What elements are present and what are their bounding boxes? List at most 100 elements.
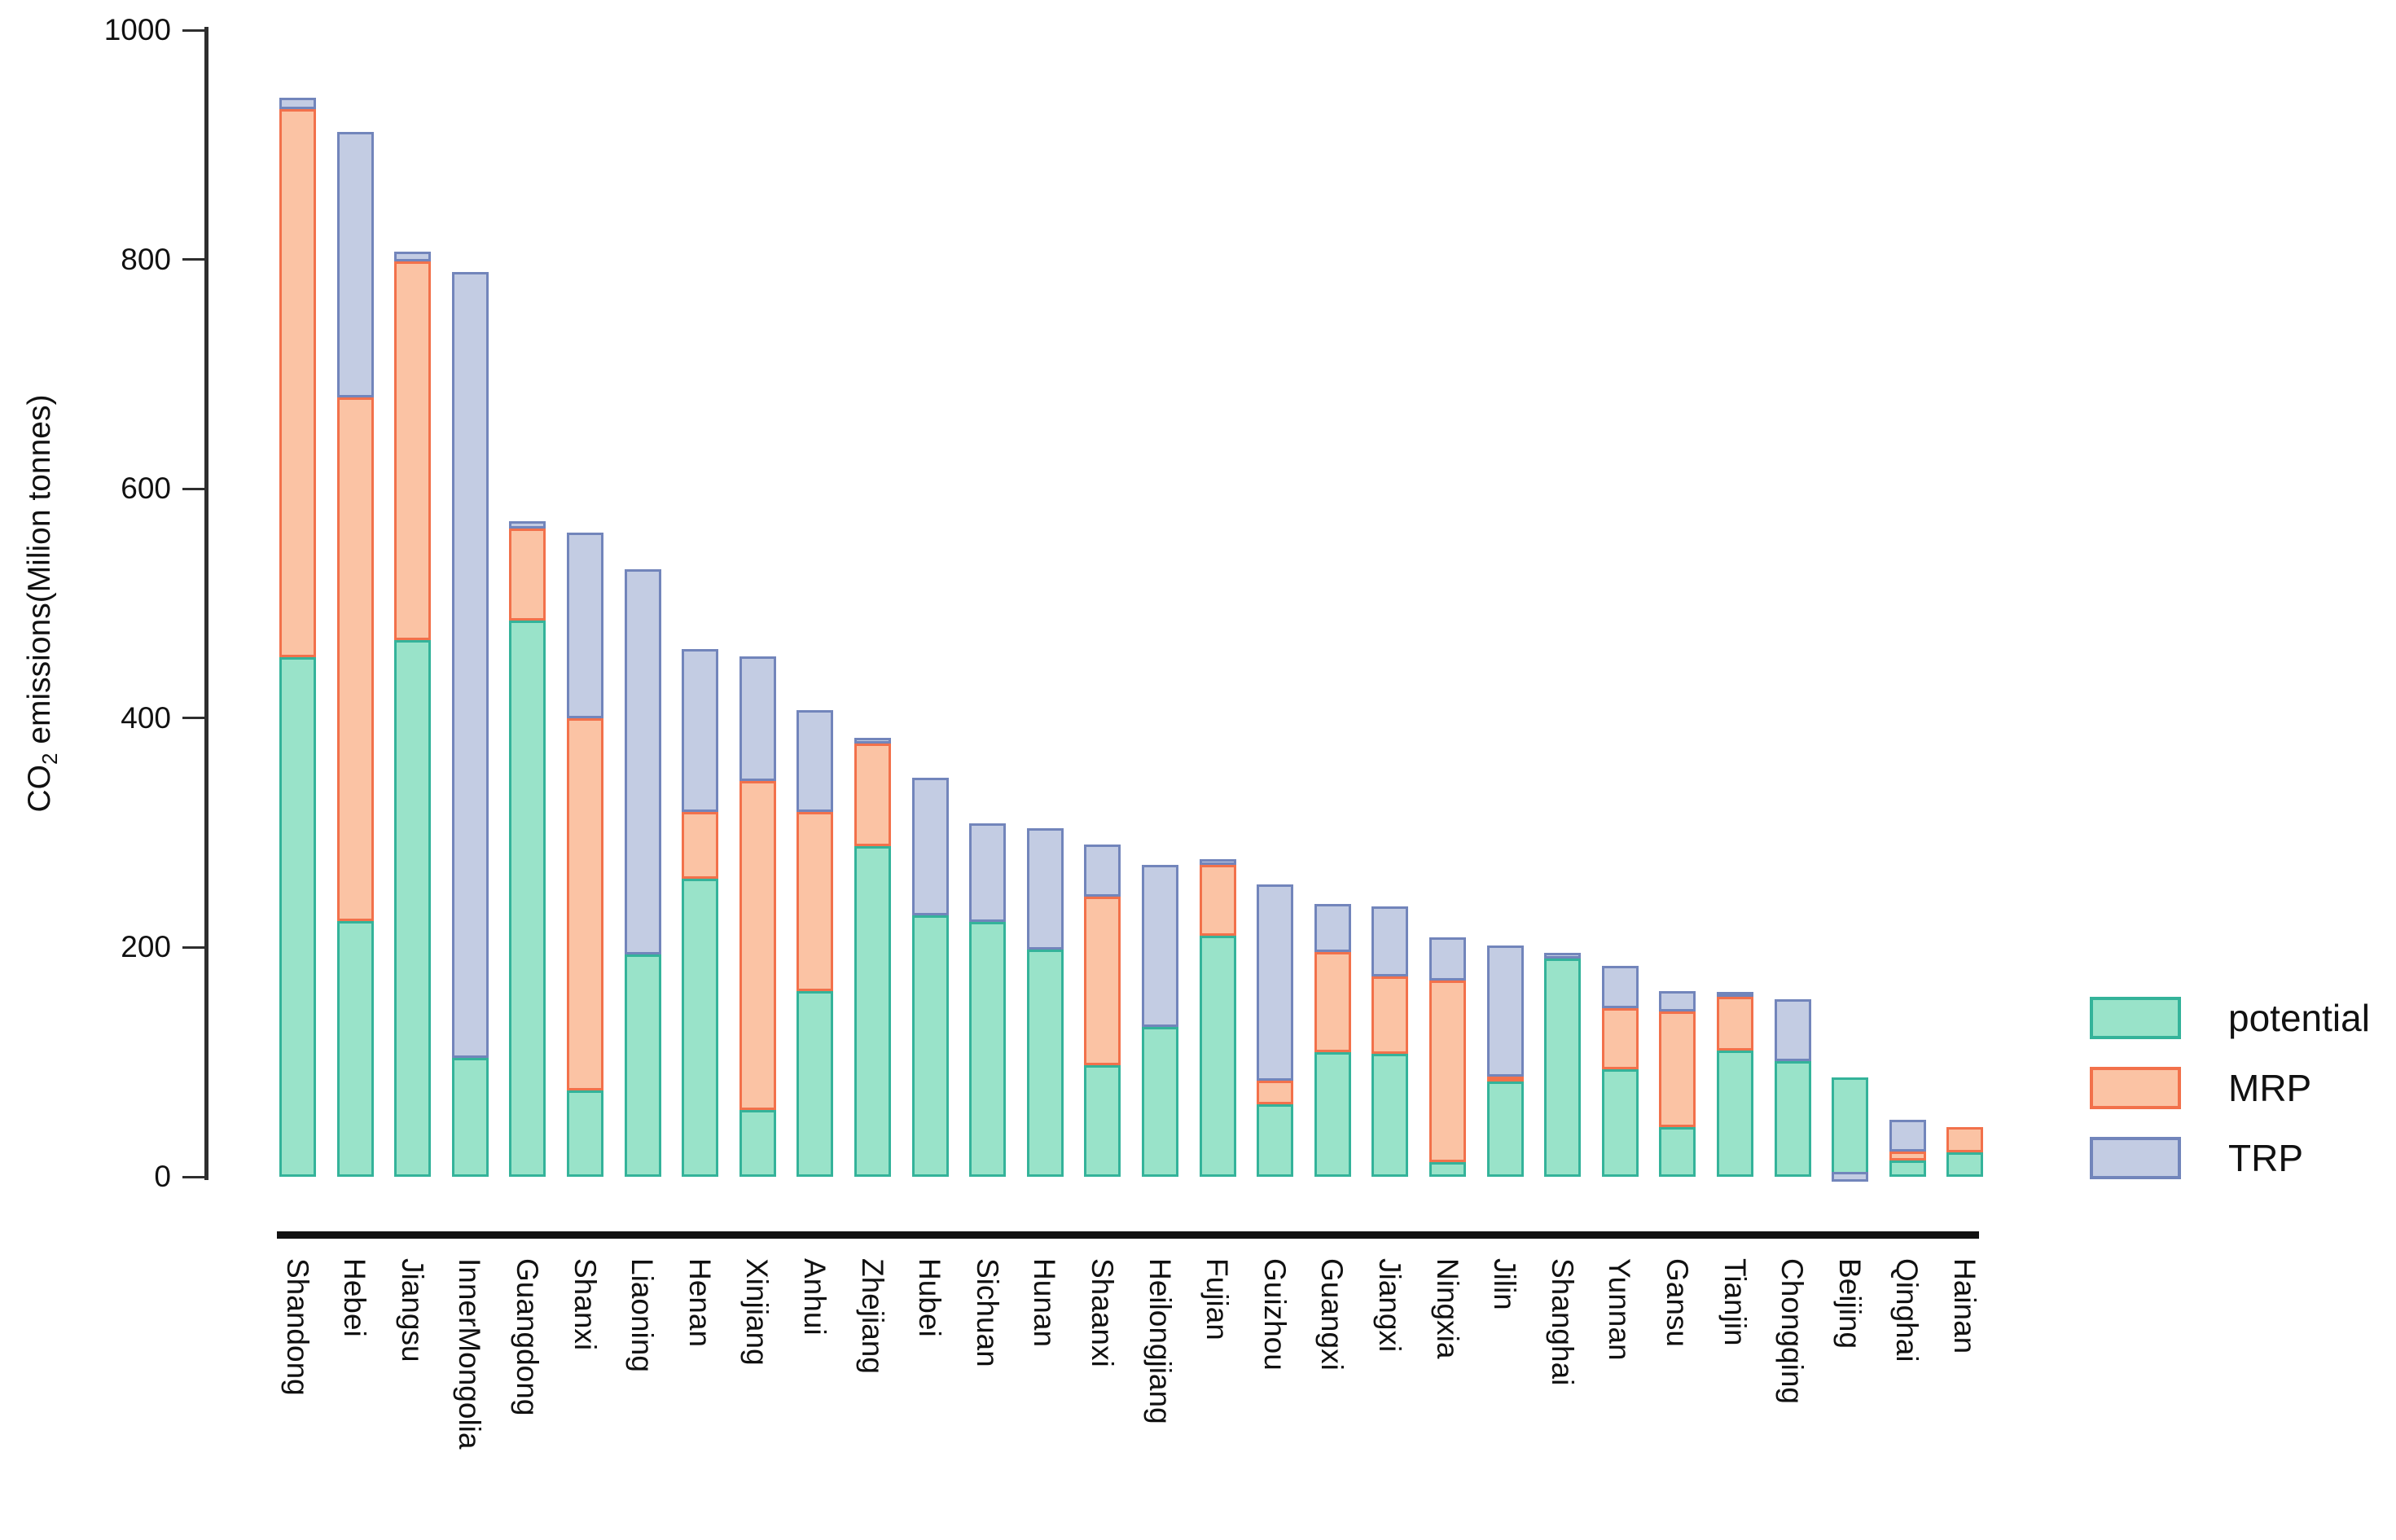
bar-segment-potential-Zhejiang [854, 846, 891, 1177]
bar-segment-MRP-Jilin [1486, 1077, 1524, 1082]
bar-segment-TRP-Guangxi [1314, 903, 1351, 953]
x-label-Jilin: Jilin [1488, 1258, 1522, 1310]
y-axis-line [204, 27, 208, 1180]
y-tick-label-400: 400 [121, 700, 171, 735]
y-tick-1000 [182, 29, 207, 32]
bar-segment-MRP-Henan [682, 812, 719, 879]
bar-segment-TRP-Hubei [911, 778, 949, 915]
x-label-Guangdong: Guangdong [510, 1258, 544, 1416]
bar-segment-TRP-Guizhou [1257, 884, 1294, 1081]
bar-segment-potential-Chongqing [1774, 1060, 1811, 1177]
y-tick-200 [182, 945, 207, 949]
x-label-Shanxi: Shanxi [568, 1258, 602, 1351]
x-label-Sichuan: Sichuan [970, 1258, 1004, 1367]
bar-segment-TRP-Fujian [1199, 858, 1236, 865]
x-label-Jiangsu: Jiangsu [395, 1258, 429, 1362]
bar-segment-MRP-Tianjin [1717, 996, 1753, 1051]
bar-segment-potential-Hebei [336, 921, 374, 1177]
y-tick-label-1000: 1000 [103, 13, 171, 46]
bar-segment-TRP-Ningxia [1429, 937, 1466, 981]
bar-segment-MRP-Fujian [1199, 865, 1236, 937]
x-label-Hunan: Hunan [1028, 1258, 1062, 1348]
x-label-Guizhou: Guizhou [1257, 1258, 1292, 1371]
bar-segment-potential-Shandong [279, 657, 316, 1177]
y-tick-label-0: 0 [154, 1160, 171, 1193]
bar-segment-TRP-Shandong [279, 98, 316, 110]
x-label-Liaoning: Liaoning [625, 1258, 660, 1372]
bar-segment-TRP-Henan [682, 649, 719, 813]
bar-segment-MRP-Zhejiang [854, 743, 891, 847]
bar-segment-TRP-InnerMongolia [451, 272, 489, 1058]
bar-segment-TRP-Xinjiang [739, 656, 776, 782]
bar-segment-MRP-Shandong [279, 109, 316, 658]
x-label-Hebei: Hebei [338, 1258, 372, 1337]
bar-segment-MRP-Shaanxi [1084, 897, 1121, 1066]
bar-segment-potential-Beijing [1832, 1077, 1869, 1177]
legend-label-mrp: MRP [2228, 1067, 2312, 1109]
bar-segment-potential-Ningxia [1429, 1161, 1466, 1177]
x-label-Hubei: Hubei [913, 1258, 947, 1337]
bar-segment-TRP-Sichuan [969, 823, 1007, 923]
bar-segment-potential-Jiangxi [1371, 1054, 1409, 1177]
bar-segment-MRP-Guangdong [509, 529, 546, 621]
x-label-Guangxi: Guangxi [1315, 1258, 1349, 1371]
bar-segment-potential-Xinjiang [739, 1110, 776, 1177]
bar-segment-potential-Gansu [1659, 1127, 1696, 1177]
legend-swatch-potential [2090, 997, 2181, 1039]
bar-segment-potential-Hubei [911, 915, 949, 1177]
legend-item-mrp: MRP [2090, 1065, 2311, 1111]
x-label-Chongqing: Chongqing [1775, 1258, 1810, 1404]
bar-segment-TRP-Gansu [1659, 990, 1696, 1012]
y-tick-0 [182, 1175, 207, 1178]
bar-segment-MRP-Shanxi [567, 717, 603, 1091]
bar-segment-potential-Guizhou [1257, 1104, 1294, 1177]
x-label-Zhejiang: Zhejiang [855, 1258, 889, 1374]
bar-segment-potential-InnerMongolia [451, 1057, 489, 1177]
y-tick-label-200: 200 [121, 930, 171, 964]
bar-segment-TRP-Jilin [1486, 945, 1524, 1077]
bar-segment-MRP-Jiangxi [1371, 976, 1409, 1055]
bar-segment-MRP-Yunnan [1601, 1008, 1639, 1069]
y-tick-label-600: 600 [121, 472, 171, 506]
x-label-Ningxia: Ningxia [1430, 1258, 1464, 1359]
bar-segment-potential-Shanghai [1544, 959, 1582, 1177]
bar-segment-MRP-Qinghai [1889, 1152, 1926, 1161]
bar-segment-potential-Guangxi [1314, 1051, 1351, 1177]
bar-segment-TRP-Beijing [1832, 1172, 1869, 1182]
bar-segment-TRP-Zhejiang [854, 737, 891, 744]
bar-segment-TRP-Heilongjiang [1142, 865, 1178, 1027]
x-label-Yunnan: Yunnan [1603, 1258, 1637, 1361]
bar-segment-potential-Heilongjiang [1142, 1026, 1178, 1177]
bar-segment-potential-Jiangsu [394, 640, 432, 1177]
bar-segment-TRP-Jiangsu [394, 251, 432, 262]
y-tick-600 [182, 487, 207, 490]
bar-segment-potential-Hainan [1946, 1152, 1984, 1177]
x-label-Tianjin: Tianjin [1718, 1258, 1752, 1346]
bar-segment-TRP-Shanghai [1544, 953, 1582, 959]
x-label-Shaanxi: Shaanxi [1085, 1258, 1119, 1367]
x-label-Henan: Henan [682, 1258, 717, 1348]
legend-swatch-mrp [2090, 1067, 2181, 1109]
legend-item-trp: TRP [2090, 1135, 2303, 1181]
x-label-Hainan: Hainan [1947, 1258, 1981, 1354]
x-axis-line [277, 1231, 1979, 1239]
bar-segment-potential-Guangdong [509, 621, 546, 1177]
y-axis-title-text-suffix: emissions(Milion tonnes) [22, 394, 58, 753]
y-axis-title: CO2 emissions(Milion tonnes) [22, 395, 63, 813]
bar-segment-MRP-Guangxi [1314, 952, 1351, 1052]
x-label-Qinghai: Qinghai [1890, 1258, 1924, 1362]
x-label-Shandong: Shandong [280, 1258, 314, 1396]
bar-segment-TRP-Guangdong [509, 520, 546, 529]
x-label-Beijing: Beijing [1832, 1258, 1867, 1349]
bar-segment-potential-Tianjin [1717, 1051, 1753, 1177]
bar-segment-TRP-Tianjin [1717, 991, 1753, 997]
bar-segment-TRP-Hebei [336, 132, 374, 397]
bar-segment-potential-Anhui [796, 990, 834, 1177]
x-label-Shanghai: Shanghai [1545, 1258, 1579, 1386]
x-label-Heilongjiang: Heilongjiang [1143, 1258, 1177, 1424]
y-axis-title-text: CO [22, 764, 58, 813]
bar-segment-potential-Fujian [1199, 936, 1236, 1177]
bar-segment-potential-Qinghai [1889, 1160, 1926, 1177]
y-tick-label-800: 800 [121, 242, 171, 276]
bar-segment-MRP-Anhui [796, 812, 834, 991]
